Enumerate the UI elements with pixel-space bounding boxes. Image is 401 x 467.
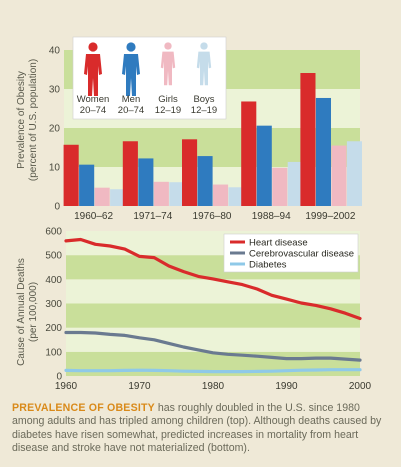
person-figure-icon bbox=[196, 42, 212, 86]
top-y-tick: 30 bbox=[49, 85, 61, 96]
obesity-bar bbox=[287, 161, 303, 206]
obesity-bar bbox=[331, 145, 347, 206]
obesity-bar bbox=[346, 141, 362, 206]
bottom-x-tick: 1960 bbox=[55, 381, 78, 392]
legend-age-range: 12–19 bbox=[191, 105, 217, 116]
caption-text: has roughly doubled in the U.S. since 19… bbox=[12, 402, 382, 454]
mortality-line bbox=[64, 368, 362, 374]
mortality-lines bbox=[64, 237, 362, 374]
obesity-bar bbox=[315, 97, 331, 206]
obesity-bar bbox=[153, 181, 169, 206]
bottom-y-tick: 600 bbox=[45, 227, 62, 238]
obesity-bar bbox=[272, 167, 288, 206]
legend-label: Girls bbox=[158, 94, 178, 105]
bottom-x-axis: 1960 1970 1980 1990 2000 bbox=[55, 381, 372, 392]
top-y-label-units: (percent of U.S. population) bbox=[28, 59, 39, 181]
top-category-label: 1999–2002 bbox=[305, 211, 355, 222]
obesity-bar bbox=[122, 141, 138, 206]
caption-lead: PREVALENCE OF OBESITY bbox=[12, 402, 155, 414]
top-y-tick: 0 bbox=[54, 202, 60, 213]
obesity-bar bbox=[182, 139, 198, 206]
top-category-label: 1971–74 bbox=[133, 211, 172, 222]
obesity-bar bbox=[138, 158, 154, 206]
bottom-y-tick: 100 bbox=[45, 347, 62, 358]
legend-label: Women bbox=[77, 94, 110, 105]
bottom-y-tick: 200 bbox=[45, 323, 62, 334]
bottom-x-tick: 1990 bbox=[275, 381, 298, 392]
person-figure-icon bbox=[122, 42, 140, 96]
obesity-bar bbox=[94, 187, 110, 206]
obesity-bar bbox=[256, 125, 272, 206]
mortality-line bbox=[64, 330, 362, 362]
bottom-y-label: Cause of Annual Deaths bbox=[16, 258, 27, 366]
top-y-tick: 20 bbox=[49, 124, 61, 135]
mortality-line bbox=[64, 237, 362, 321]
obesity-bar bbox=[169, 182, 185, 206]
person-figure-icon bbox=[84, 42, 102, 96]
top-y-tick: 40 bbox=[49, 46, 61, 57]
bottom-y-axis: 0 100 200 300 400 500 600 bbox=[45, 227, 62, 383]
legend-label: Heart disease bbox=[249, 238, 308, 249]
top-y-tick: 10 bbox=[49, 163, 61, 174]
bottom-y-tick: 300 bbox=[45, 299, 62, 310]
obesity-bar bbox=[110, 189, 126, 206]
top-category-label: 1988–94 bbox=[252, 211, 291, 222]
bottom-x-tick: 1970 bbox=[128, 381, 151, 392]
obesity-bar bbox=[213, 184, 229, 206]
bottom-x-tick: 2000 bbox=[349, 381, 372, 392]
obesity-bars bbox=[63, 73, 362, 206]
obesity-bar bbox=[300, 73, 316, 206]
top-category-label: 1960–62 bbox=[74, 211, 113, 222]
legend-label: Cerebrovascular disease bbox=[249, 249, 354, 260]
top-category-label: 1976–80 bbox=[193, 211, 232, 222]
obesity-bar bbox=[241, 101, 257, 206]
bottom-y-label-units: (per 100,000) bbox=[28, 282, 39, 342]
bottom-y-tick: 400 bbox=[45, 275, 62, 286]
obesity-bar bbox=[79, 164, 95, 206]
legend-age-range: 20–74 bbox=[80, 105, 106, 116]
top-y-axis: 0 10 20 30 40 bbox=[49, 46, 61, 213]
obesity-bar bbox=[197, 156, 213, 206]
legend-label: Boys bbox=[193, 94, 214, 105]
bottom-y-tick: 500 bbox=[45, 251, 62, 262]
figure-caption: PREVALENCE OF OBESITY has roughly double… bbox=[12, 402, 384, 455]
bottom-x-tick: 1980 bbox=[202, 381, 225, 392]
top-x-axis: 1960–62 1971–74 1976–80 1988–94 1999–2002 bbox=[74, 211, 356, 222]
legend-age-range: 20–74 bbox=[118, 105, 144, 116]
top-y-label: Prevalence of Obesity bbox=[16, 71, 27, 169]
person-figure-icon bbox=[160, 42, 176, 86]
bottom-y-tick: 0 bbox=[56, 372, 62, 383]
legend-label: Diabetes bbox=[249, 260, 287, 271]
obesity-bar bbox=[63, 144, 79, 206]
mortality-line-chart: 0 100 200 300 400 500 600 1960 1970 1980 1990 2000… bbox=[16, 227, 372, 393]
obesity-bar bbox=[228, 187, 244, 206]
legend-age-range: 12–19 bbox=[155, 105, 181, 116]
legend-label: Men bbox=[122, 94, 140, 105]
